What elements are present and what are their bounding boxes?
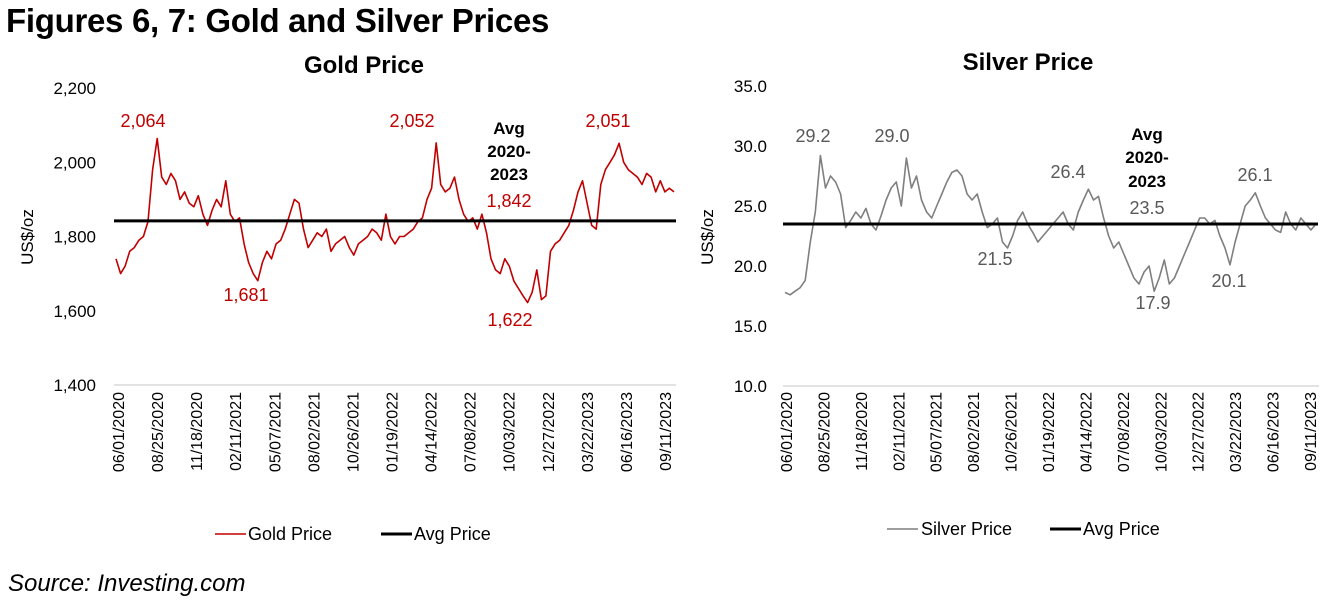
silver-chart-title: Silver Price	[963, 49, 1094, 76]
gold-x-tick-label: 06/16/2023	[619, 392, 636, 472]
silver-y-tick-label: 25.0	[734, 197, 767, 216]
gold-annotations: 2,064 1,681 2,052 1,622 2,051 Avg 2020- …	[120, 111, 630, 330]
gold-legend-label-gold: Gold Price	[248, 524, 332, 544]
gold-x-tick-label: 03/22/2023	[580, 392, 597, 472]
silver-legend-label-avg: Avg Price	[1083, 519, 1160, 539]
silver-x-tick-label: 06/16/2023	[1266, 392, 1283, 472]
silver-x-tick-label: 05/07/2021	[929, 392, 946, 472]
silver-x-tick-label: 11/18/2020	[854, 392, 871, 471]
silver-avg-label-line3: 2023	[1128, 172, 1166, 191]
silver-legend: Silver Price Avg Price	[887, 519, 1160, 539]
gold-legend-label-avg: Avg Price	[414, 524, 491, 544]
silver-x-tick-label: 04/14/2022	[1078, 392, 1095, 472]
silver-annot-26-1: 26.1	[1237, 165, 1272, 185]
gold-avg-value: 1,842	[486, 191, 531, 211]
silver-price-line	[784, 154, 1317, 296]
silver-y-tick-label: 35.0	[734, 77, 767, 96]
gold-x-tick-label: 08/02/2021	[306, 392, 323, 472]
gold-x-ticks: 06/01/2020 08/25/2020 11/18/2020 02/11/2021…	[111, 392, 675, 472]
silver-x-tick-label: 06/01/2020	[779, 392, 796, 472]
gold-y-tick-label: 1,600	[53, 302, 96, 321]
gold-x-tick-label: 09/11/2023	[658, 392, 675, 471]
silver-annot-21-5: 21.5	[977, 249, 1012, 269]
gold-x-tick-label: 10/26/2021	[345, 392, 362, 472]
silver-y-tick-label: 30.0	[734, 137, 767, 156]
silver-avg-label-line2: 2020-	[1125, 148, 1168, 167]
gold-y-tick-label: 2,000	[53, 153, 96, 172]
silver-x-ticks: 06/01/2020 08/25/2020 11/18/2020 02/11/2021…	[779, 392, 1320, 472]
gold-annot-1622: 1,622	[487, 310, 532, 330]
silver-legend-label-silver: Silver Price	[921, 519, 1012, 539]
gold-x-tick-label: 06/01/2020	[111, 392, 128, 472]
silver-x-tick-label: 01/19/2022	[1041, 392, 1058, 472]
silver-annot-29-0: 29.0	[874, 126, 909, 146]
silver-x-tick-label: 12/27/2022	[1191, 392, 1208, 472]
figure-title: Figures 6, 7: Gold and Silver Prices	[6, 2, 550, 39]
gold-y-tick-label: 2,200	[53, 79, 96, 98]
gold-avg-label-line1: Avg	[493, 119, 525, 138]
silver-y-tick-label: 10.0	[734, 377, 767, 396]
gold-y-axis-label: US$/oz	[18, 209, 37, 265]
silver-x-tick-label: 08/02/2021	[966, 392, 983, 472]
gold-chart: Gold Price US$/oz 1,400 1,600 1,800 2,000 2,…	[18, 52, 676, 544]
gold-y-tick-label: 1,800	[53, 228, 96, 247]
silver-x-tick-label: 03/22/2023	[1228, 392, 1245, 472]
silver-x-tick-label: 10/03/2022	[1153, 392, 1170, 472]
silver-annot-26-4: 26.4	[1050, 162, 1085, 182]
silver-annot-20-1: 20.1	[1211, 271, 1246, 291]
gold-avg-label-line3: 2023	[490, 165, 528, 184]
gold-x-tick-label: 08/25/2020	[150, 392, 167, 472]
silver-x-tick-label: 07/08/2022	[1116, 392, 1133, 472]
silver-x-tick-label: 08/25/2020	[816, 392, 833, 472]
gold-y-tick-label: 1,400	[53, 376, 96, 395]
silver-annotations: 29.2 29.0 21.5 26.4 17.9 20.1 26.1 Avg 2…	[795, 125, 1272, 313]
gold-x-tick-label: 11/18/2020	[189, 392, 206, 471]
gold-y-ticks: 1,400 1,600 1,800 2,000 2,200	[53, 79, 96, 395]
gold-x-tick-label: 12/27/2022	[541, 392, 558, 472]
silver-chart: Silver Price US$/oz 10.0 15.0 20.0 25.0 30.0…	[698, 49, 1320, 539]
gold-x-tick-label: 07/08/2022	[463, 392, 480, 472]
gold-x-tick-label: 05/07/2021	[267, 392, 284, 472]
gold-x-tick-label: 10/03/2022	[502, 392, 519, 472]
gold-chart-title: Gold Price	[304, 52, 424, 79]
gold-x-tick-label: 01/19/2022	[385, 392, 402, 472]
gold-annot-2064: 2,064	[120, 111, 165, 131]
gold-x-tick-label: 02/11/2021	[228, 392, 245, 471]
silver-annot-17-9: 17.9	[1135, 293, 1170, 313]
source-note: Source: Investing.com	[8, 570, 246, 597]
silver-x-tick-label: 10/26/2021	[1004, 392, 1021, 472]
silver-y-tick-label: 15.0	[734, 317, 767, 336]
gold-annot-2052: 2,052	[389, 111, 434, 131]
silver-avg-label-line1: Avg	[1131, 125, 1163, 144]
gold-annot-2051: 2,051	[585, 111, 630, 131]
silver-avg-value: 23.5	[1129, 198, 1164, 218]
silver-x-tick-label: 09/11/2023	[1303, 392, 1320, 471]
gold-avg-label-line2: 2020-	[487, 142, 530, 161]
gold-legend: Gold Price Avg Price	[215, 524, 491, 544]
silver-x-tick-label: 02/11/2021	[891, 392, 908, 471]
gold-x-tick-label: 04/14/2022	[424, 392, 441, 472]
silver-y-ticks: 10.0 15.0 20.0 25.0 30.0 35.0	[734, 77, 767, 396]
silver-annot-29-2: 29.2	[795, 126, 830, 146]
silver-y-axis-label: US$/oz	[698, 209, 717, 265]
silver-y-tick-label: 20.0	[734, 257, 767, 276]
gold-annot-1681: 1,681	[223, 285, 268, 305]
